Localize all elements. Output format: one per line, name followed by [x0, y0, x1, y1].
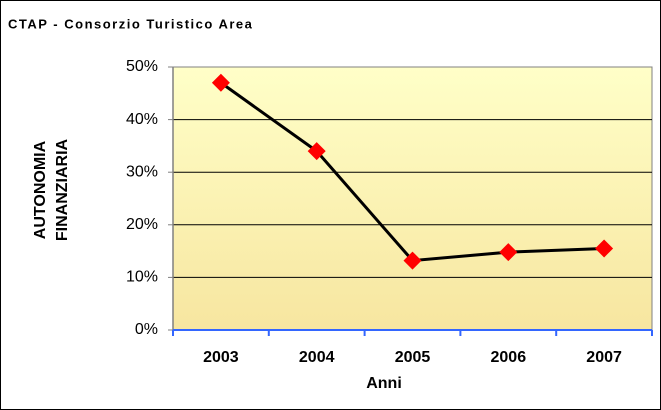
y-axis-title: AUTONOMIA [32, 140, 49, 239]
y-tick-label: 10% [126, 269, 158, 286]
plot-area [172, 66, 653, 331]
marker [211, 73, 230, 92]
y-tick-label: 30% [126, 163, 158, 180]
marker [595, 239, 614, 258]
x-tick-label: 2003 [203, 349, 239, 366]
x-tick-label: 2007 [586, 349, 622, 366]
chart-title: CTAP - Consorzio Turistico Area [8, 16, 253, 31]
y-tick-label: 50% [126, 58, 158, 75]
y-axis-title: FINANZIARIA [54, 138, 71, 241]
marker [307, 142, 326, 161]
y-tick-label: 0% [135, 321, 158, 338]
marker [403, 251, 422, 270]
x-axis-title: Anni [366, 375, 402, 392]
x-tick-label: 2006 [491, 349, 527, 366]
y-tick-label: 20% [126, 216, 158, 233]
y-tick-label: 40% [126, 111, 158, 128]
marker [499, 243, 518, 262]
x-tick-label: 2005 [395, 349, 431, 366]
x-tick-label: 2004 [299, 349, 335, 366]
